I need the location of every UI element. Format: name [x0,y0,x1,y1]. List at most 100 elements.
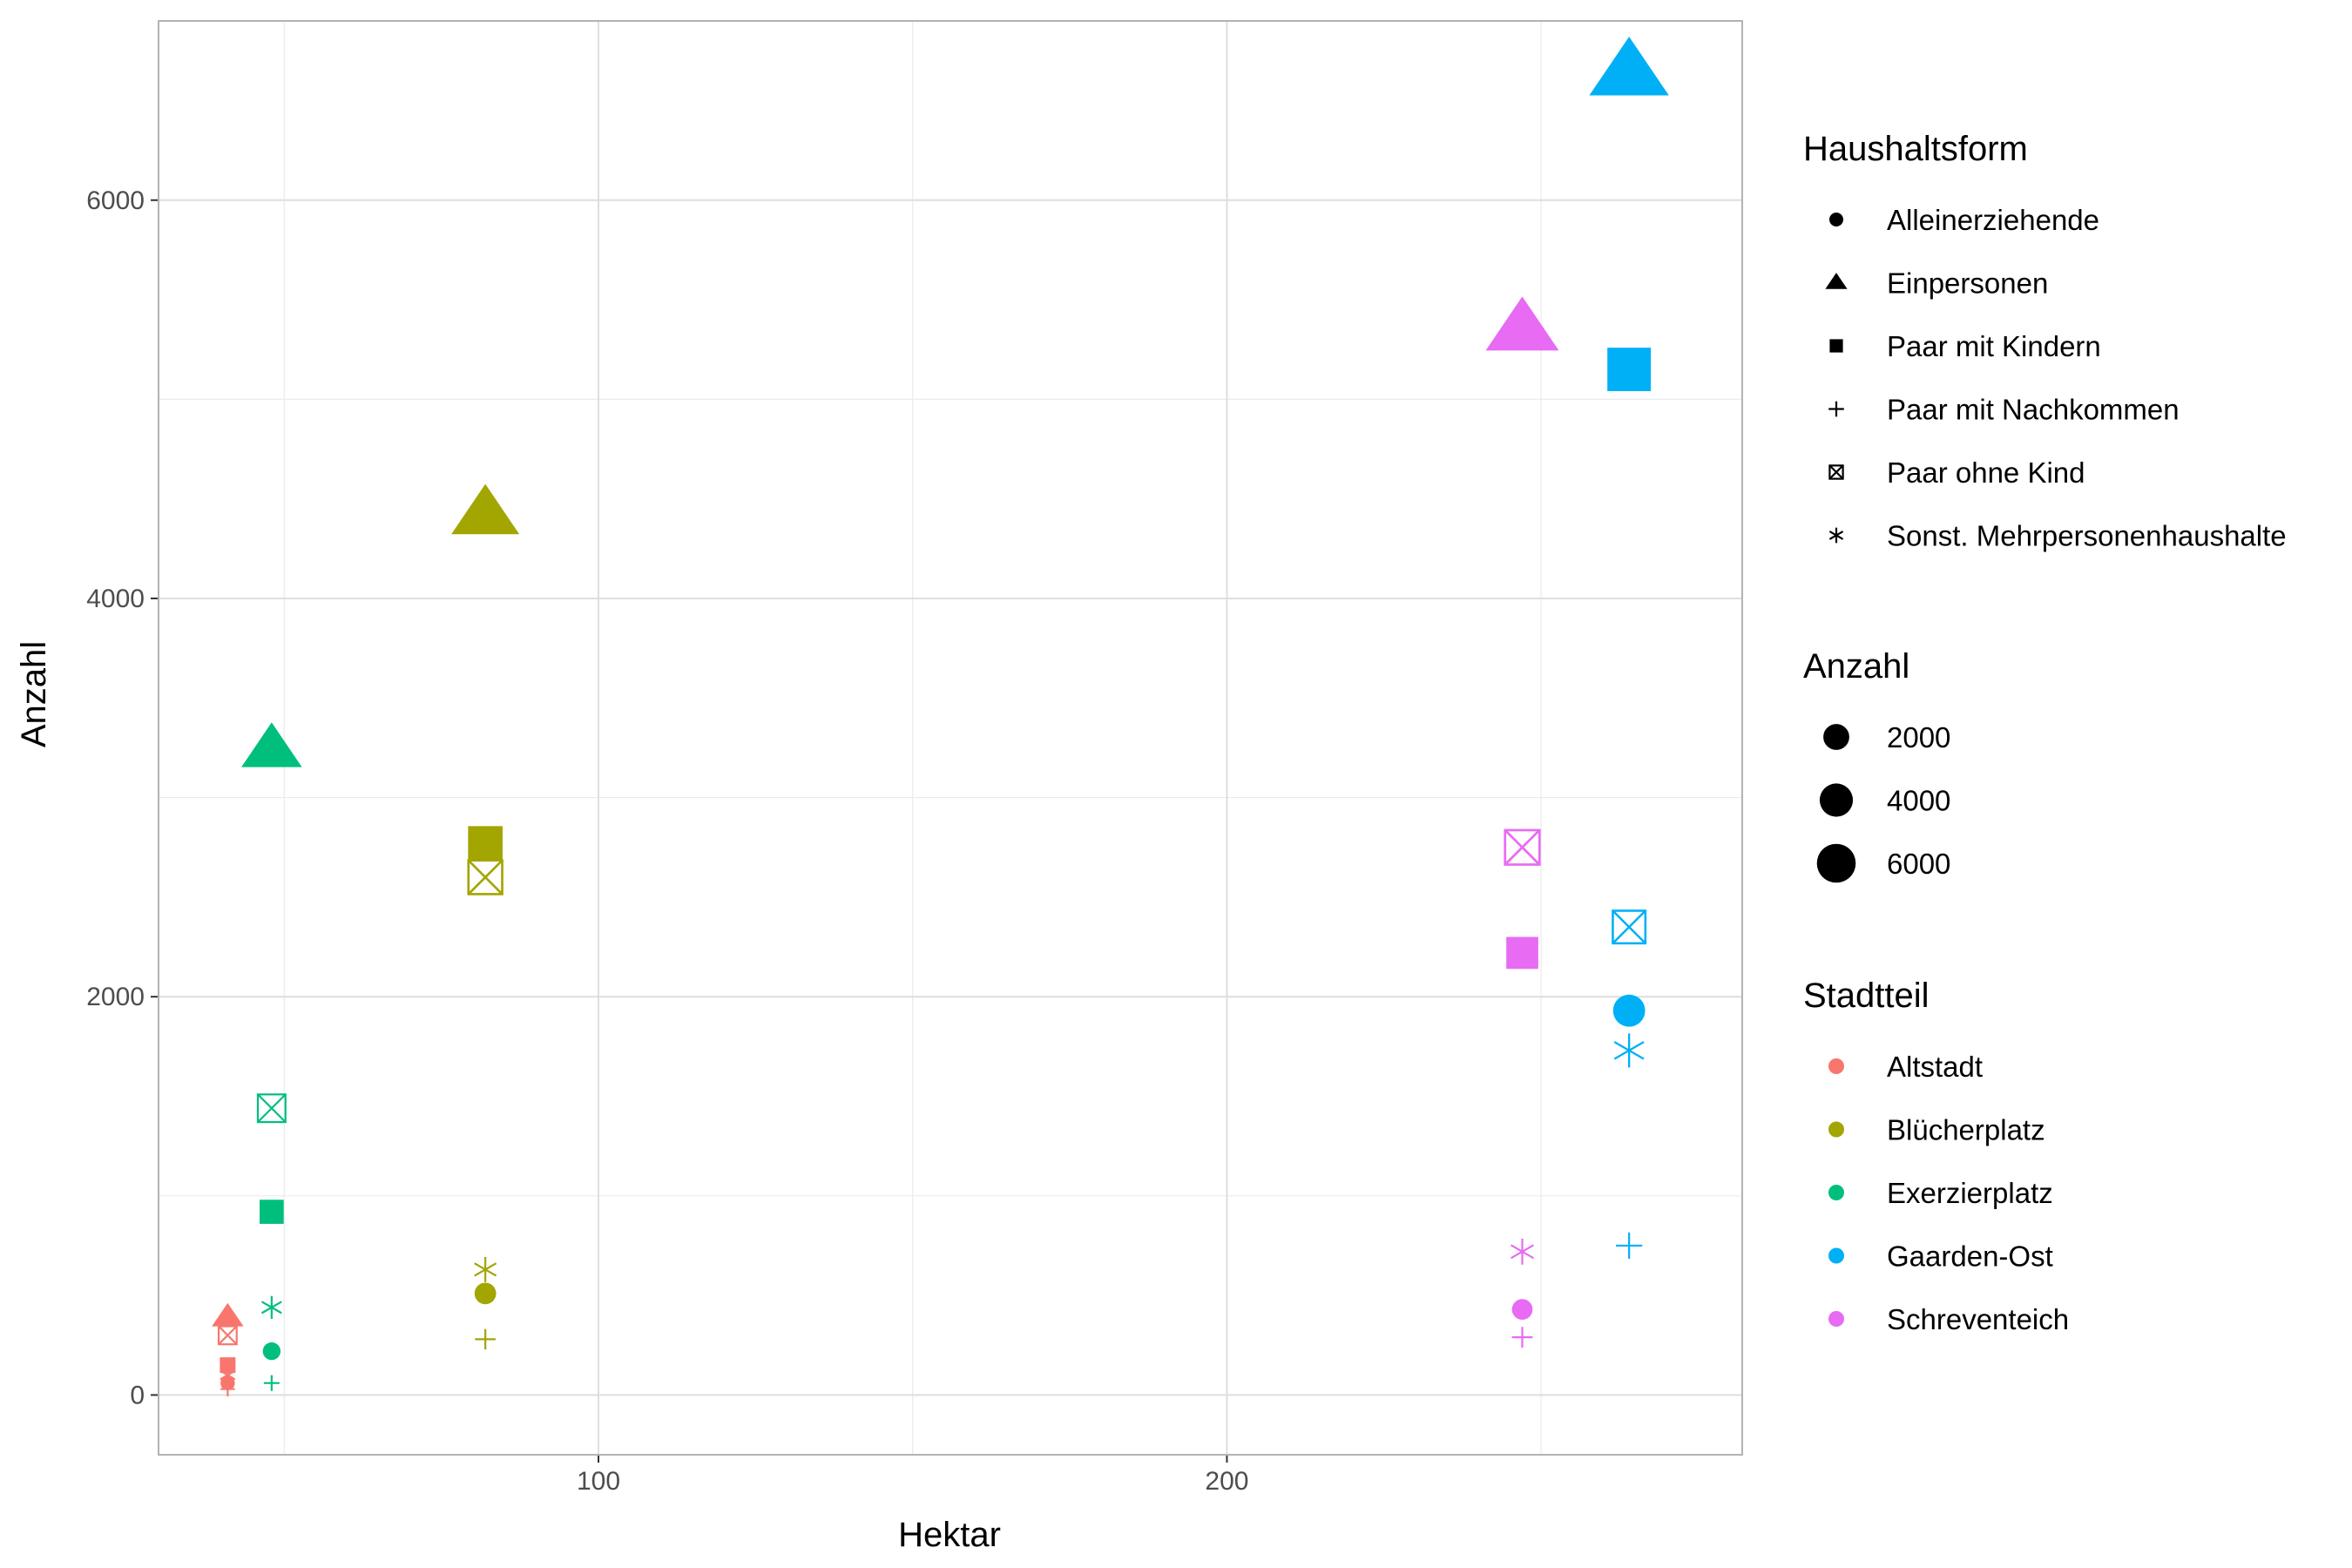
data-point [468,826,503,861]
square-x-box [1828,464,1844,480]
legend-label: Blücherplatz [1887,1114,2045,1146]
data-point [262,1342,281,1361]
data-point [212,1302,244,1327]
legend-label: Schreventeich [1887,1303,2069,1335]
triangle-mark [1825,273,1848,289]
asterisk-stroke [1511,1244,1534,1260]
y-tick-label: 2000 [86,983,145,1011]
x-axis-title: Hektar [898,1516,1001,1554]
data-point [1506,936,1538,970]
square-mark [1607,348,1652,392]
legend-label: Einpersonen [1887,267,2048,300]
legend-label: Paar ohne Kind [1887,456,2085,489]
legend-key-square [1829,339,1843,353]
square-mark [1506,936,1538,970]
data-point [1613,1033,1645,1068]
square-x-box [1612,909,1647,945]
data-point [260,1295,282,1319]
legend-title-anzahl: Anzahl [1803,647,1909,686]
data-point [1612,909,1647,945]
data-point [263,1375,280,1391]
legend-label: Paar mit Nachkommen [1887,394,2180,426]
triangle-mark [1485,296,1559,351]
legend-size-circle [1823,724,1849,750]
circle-mark [1511,1299,1533,1320]
asterisk-stroke [260,1301,282,1315]
legend-label: 4000 [1887,785,1950,817]
square-mark [1829,339,1843,353]
circle-mark [1829,213,1843,226]
legend-size-circle [1819,783,1854,817]
legend-color-dot [1828,1121,1844,1138]
legend-key-circle [1829,213,1843,226]
data-point [220,1382,235,1396]
legend-label: Gaarden-Ost [1887,1240,2053,1273]
legend-label: Sonst. Mehrpersonenhaushalte [1887,520,2287,552]
data-point [467,859,504,896]
y-tick-label: 4000 [86,585,145,613]
legend-label: 6000 [1887,848,1950,880]
grid [159,21,1742,1455]
data-point [241,722,302,767]
legend-key-square-x [1828,464,1844,480]
data-point [1511,1327,1533,1348]
data-point [217,1325,238,1346]
legend-color-dot [1828,1311,1844,1327]
data-points [212,37,1669,1396]
circle-mark [1612,994,1646,1027]
legend-label: Paar mit Kindern [1887,330,2101,362]
square-x-box [1504,828,1541,866]
y-axis-title: Anzahl [15,641,53,747]
data-point [475,1328,496,1350]
square-x-box [256,1093,287,1124]
square-mark [220,1357,236,1374]
legend-color-dot [1828,1058,1844,1074]
data-point [1616,1232,1643,1260]
square-x-diag [467,859,504,896]
legend-label: Altstadt [1887,1051,1983,1083]
circle-mark [474,1282,497,1305]
legend-title-haushaltsform: Haushaltsform [1803,130,2028,168]
legend-color-dot [1828,1247,1844,1264]
plot-panel-border [158,20,1743,1456]
x-tick-label: 200 [1205,1467,1248,1496]
y-tick-label: 0 [130,1381,145,1409]
square-mark [468,826,503,861]
legend-label: Exerzierplatz [1887,1177,2053,1209]
data-point [256,1093,287,1124]
square-x-diag [1828,464,1844,480]
square-x-diag [257,1093,287,1123]
legend-title-stadtteil: Stadtteil [1803,977,1930,1015]
legend-color-dot [1828,1185,1844,1200]
square-x-box [467,859,504,896]
asterisk-stroke [1828,531,1844,540]
data-point [1589,37,1669,96]
data-point [1511,1238,1534,1265]
square-x-diag [218,1325,238,1345]
data-point [474,1256,497,1282]
triangle-mark [212,1302,244,1327]
legend-key-asterisk [1828,527,1844,544]
data-point [1511,1299,1533,1320]
square-mark [260,1200,284,1224]
triangle-mark [1589,37,1669,96]
legend-key-plus [1828,401,1844,417]
y-tick-label: 6000 [86,186,145,215]
circle-mark [262,1342,281,1361]
triangle-mark [451,483,520,535]
data-point [220,1357,236,1374]
data-point [1485,296,1559,351]
square-x-box [217,1325,238,1346]
data-point [260,1200,284,1224]
square-x-diag [1504,829,1541,866]
data-point [451,483,520,535]
triangle-mark [241,722,302,767]
data-point [1612,994,1646,1027]
x-tick-label: 100 [577,1467,620,1496]
data-point [474,1282,497,1305]
legend-key-triangle [1825,273,1848,289]
asterisk-stroke [1613,1041,1645,1060]
legend-label: 2000 [1887,721,1950,754]
